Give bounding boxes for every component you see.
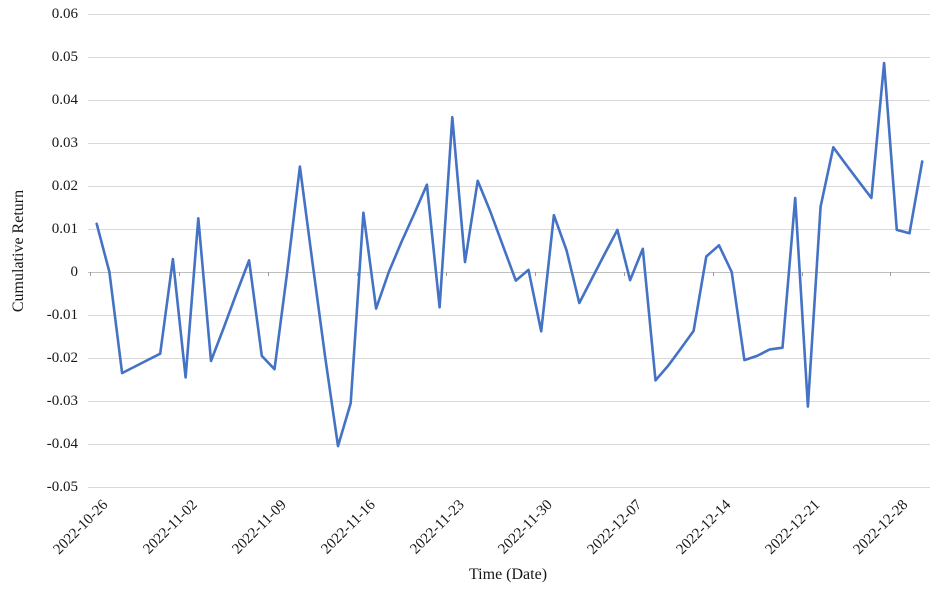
gridline [88,143,930,144]
y-tick-label: 0.05 [51,49,78,65]
x-axis-tick [534,272,536,276]
y-tick-label: -0.03 [46,393,78,409]
y-tick-label: -0.01 [46,307,78,323]
gridline [88,487,930,488]
x-axis-tick [623,272,625,276]
x-axis-tick [90,272,92,276]
gridline [88,57,930,58]
gridline [88,401,930,402]
y-tick-label: -0.02 [46,350,78,366]
gridline [88,358,930,359]
x-axis-tick [445,272,447,276]
x-axis-title: Time (Date) [468,566,548,583]
cumulative-return-line [95,61,924,448]
y-tick-label: 0.02 [51,178,78,194]
y-tick-label: 0.04 [51,92,78,108]
y-tick-label: 0 [70,264,79,280]
gridline [88,186,930,187]
gridline [88,315,930,316]
x-axis-tick [268,272,270,276]
x-axis-tick [890,272,892,276]
y-tick-label: 0.03 [51,135,78,151]
x-axis-tick [179,272,181,276]
gridline [88,444,930,445]
y-tick-label: 0.06 [51,6,78,22]
y-tick-label: 0.01 [51,221,78,237]
gridline [88,100,930,101]
x-axis-tick [357,272,359,276]
y-tick-label: -0.04 [46,436,78,452]
x-axis-tick [712,272,714,276]
y-axis-title: Cumulative Return [10,189,27,313]
y-tick-label: -0.05 [46,479,78,495]
x-axis-tick [801,272,803,276]
zero-axis-line [88,272,930,273]
gridline [88,229,930,230]
gridline [88,14,930,15]
